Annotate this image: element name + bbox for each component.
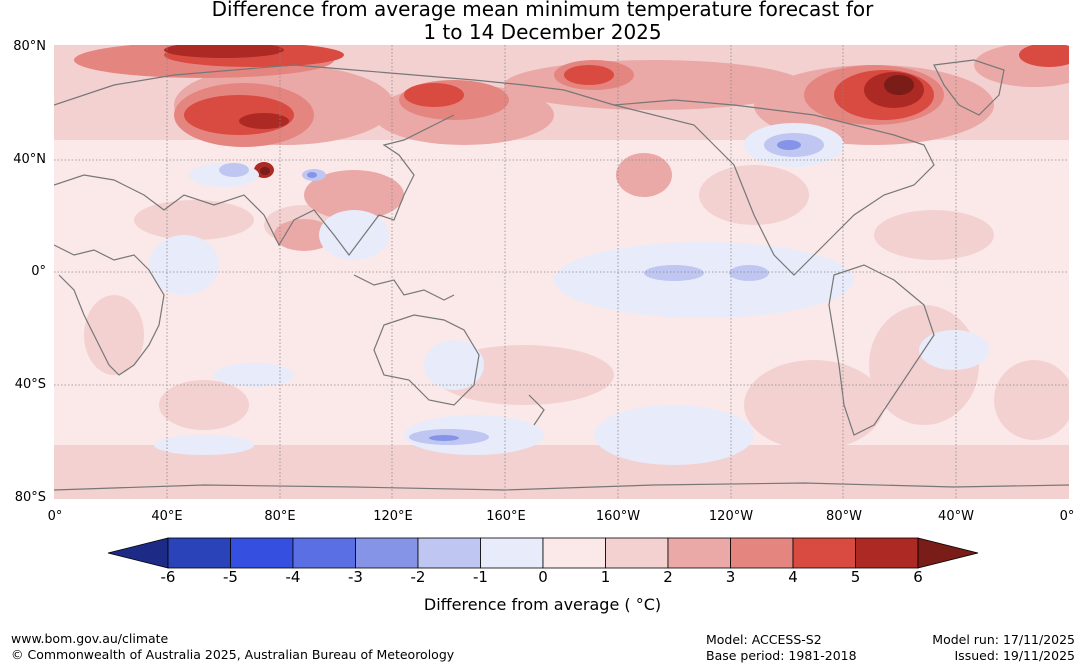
- colorbar-segment: [605, 537, 669, 569]
- colorbar-tick-label: 5: [850, 568, 861, 586]
- anomaly-minus-2-to-minus-1-regions: [219, 133, 824, 445]
- colorbar-tick-label: 0: [538, 568, 548, 586]
- temperature-anomaly-map: [54, 45, 1069, 499]
- colorbar-tick-label: -6: [160, 568, 176, 586]
- colorbar-segment: [792, 537, 856, 569]
- lon-label-80w: 80°W: [826, 509, 862, 524]
- colorbar-arrow-above-max: [917, 537, 979, 569]
- colorbar-segment: [230, 537, 294, 569]
- colorbar-segment: [542, 537, 606, 569]
- lon-label-0: 0°: [47, 509, 63, 524]
- colorbar-tick-label: -3: [348, 568, 363, 586]
- lat-label-80n: 80°N: [13, 39, 46, 54]
- lat-label-40s: 40°S: [14, 377, 46, 392]
- colorbar-segment: [355, 537, 419, 569]
- lon-label-80e: 80°E: [264, 509, 296, 524]
- footer-copyright: © Commonwealth of Australia 2025, Austra…: [11, 647, 455, 662]
- colorbar-tick-label: 2: [663, 568, 673, 586]
- footer-model-run: Model run: 17/11/2025: [932, 632, 1075, 647]
- colorbar-tick-label: 4: [788, 568, 798, 586]
- footer-base-period: Base period: 1981-2018: [706, 648, 857, 663]
- anomaly-minus-1-to-0-regions: [149, 123, 989, 465]
- lon-label-40e: 40°E: [151, 509, 183, 524]
- colorbar-arrow-below-min: [107, 537, 169, 569]
- colorbar-tick-label: -5: [223, 568, 238, 586]
- colorbar-tick-label: -1: [473, 568, 488, 586]
- colorbar-tick-label: 3: [725, 568, 736, 586]
- colorbar-tick-label: -2: [410, 568, 426, 586]
- map-title: Difference from average mean minimum tem…: [0, 0, 1085, 44]
- lat-label-equator: 0°: [31, 264, 46, 279]
- colorbar-segment: [730, 537, 794, 569]
- lon-label-160e: 160°E: [486, 509, 526, 524]
- footer-issued: Issued: 19/11/2025: [954, 648, 1076, 663]
- colorbar-tick-label: -4: [285, 568, 301, 586]
- colorbar-segment: [480, 537, 544, 569]
- title-line-1: Difference from average mean minimum tem…: [211, 0, 874, 21]
- lon-label-120w: 120°W: [708, 509, 754, 524]
- title-line-2: 1 to 14 December 2025: [423, 20, 662, 44]
- anomaly-4-to-5-regions: [164, 45, 1069, 135]
- colorbar-segment: [417, 537, 481, 569]
- colorbar-segment: [855, 537, 919, 569]
- lon-label-40w: 40°W: [938, 509, 974, 524]
- graticule: [54, 45, 1069, 499]
- lat-label-40n: 40°N: [13, 152, 46, 167]
- coastlines: [54, 59, 1069, 491]
- colorbar-label: Difference from average ( °C): [423, 595, 662, 614]
- anomaly-above-6-regions: [260, 75, 914, 175]
- colorbar: [107, 537, 979, 569]
- colorbar-segment: [667, 537, 731, 569]
- lon-label-0-right: 0°: [1059, 509, 1075, 524]
- lon-label-120e: 120°E: [373, 509, 413, 524]
- colorbar-tick-label: 6: [913, 568, 923, 586]
- lat-label-80s: 80°S: [14, 490, 46, 505]
- colorbar-segment: [292, 537, 356, 569]
- anomaly-minus-3-to-minus-2-regions: [307, 140, 801, 441]
- lon-label-160w: 160°W: [595, 509, 641, 524]
- colorbar-segment: [167, 537, 231, 569]
- footer-url: www.bom.gov.au/climate: [11, 631, 169, 646]
- colorbar-tick-label: 1: [600, 568, 611, 586]
- footer-model: Model: ACCESS-S2: [706, 632, 822, 647]
